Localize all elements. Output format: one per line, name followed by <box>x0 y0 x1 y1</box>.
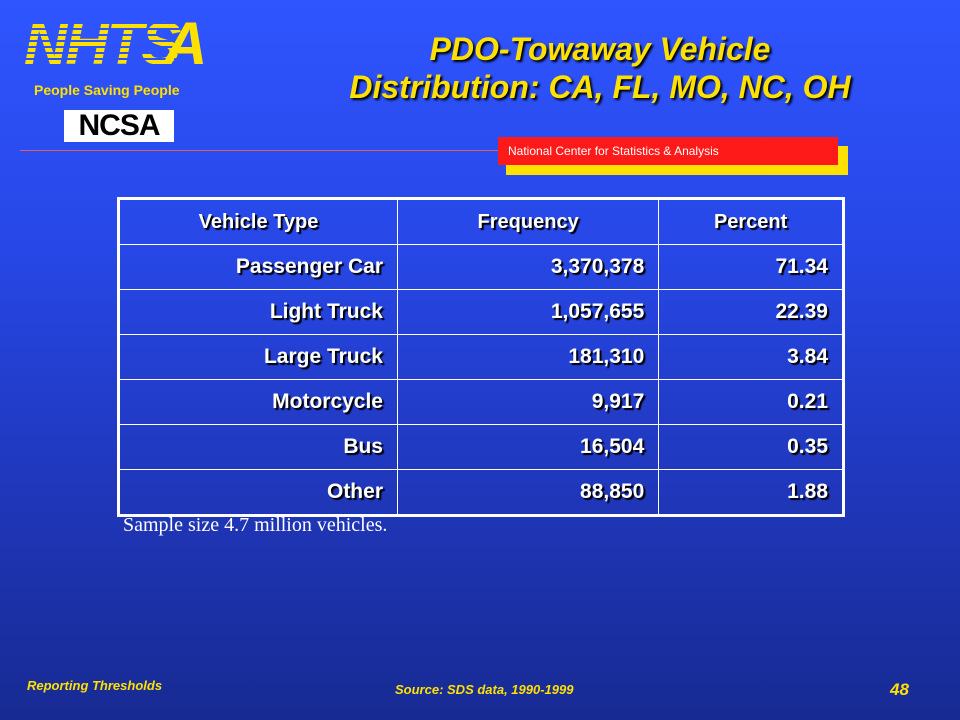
header-percent: Percent <box>658 198 844 245</box>
title-line-2: Distribution: CA, FL, MO, NC, OH <box>349 69 851 105</box>
divider-line <box>20 150 500 151</box>
svg-text:NHTS: NHTS <box>24 12 181 72</box>
logo-tagline: People Saving People <box>34 82 180 98</box>
table-row: Passenger Car 3,370,378 71.34 <box>118 244 844 290</box>
sample-size-note: Sample size 4.7 million vehicles. <box>123 514 388 536</box>
title-line-1: PDO-Towaway Vehicle <box>429 31 771 67</box>
vehicle-distribution-table: Vehicle Type Frequency Percent Passenger… <box>117 197 845 517</box>
table-header-row: Vehicle Type Frequency Percent <box>118 198 844 245</box>
ncsa-banner: National Center for Statistics & Analysi… <box>498 137 838 165</box>
table-row: Light Truck 1,057,655 22.39 <box>118 289 844 335</box>
cell-percent: 3.84 <box>658 334 844 380</box>
cell-vehicle-type: Light Truck <box>118 289 398 335</box>
cell-percent: 0.35 <box>658 424 844 470</box>
cell-frequency: 88,850 <box>396 469 660 516</box>
table-row: Large Truck 181,310 3.84 <box>118 334 844 380</box>
table-row: Motorcycle 9,917 0.21 <box>118 379 844 425</box>
cell-frequency: 3,370,378 <box>396 244 660 290</box>
cell-percent: 1.88 <box>658 469 844 516</box>
cell-percent: 71.34 <box>658 244 844 290</box>
footer-source: Source: SDS data, 1990-1999 <box>395 682 574 697</box>
ncsa-logo: NCSA <box>64 110 174 142</box>
cell-vehicle-type: Large Truck <box>118 334 398 380</box>
cell-percent: 22.39 <box>658 289 844 335</box>
cell-vehicle-type: Passenger Car <box>118 244 398 290</box>
cell-vehicle-type: Bus <box>118 424 398 470</box>
page-number: 48 <box>890 680 909 699</box>
cell-frequency: 181,310 <box>396 334 660 380</box>
cell-frequency: 9,917 <box>396 379 660 425</box>
slide-title: PDO-Towaway Vehicle Distribution: CA, FL… <box>250 30 950 106</box>
cell-percent: 0.21 <box>658 379 844 425</box>
header-frequency: Frequency <box>396 198 660 245</box>
cell-vehicle-type: Other <box>118 469 398 516</box>
cell-frequency: 1,057,655 <box>396 289 660 335</box>
nhtsa-logo: NHTS A <box>24 12 207 72</box>
cell-vehicle-type: Motorcycle <box>118 379 398 425</box>
table-row: Other 88,850 1.88 <box>118 469 844 516</box>
cell-frequency: 16,504 <box>396 424 660 470</box>
footer-section-title: Reporting Thresholds <box>27 678 163 693</box>
svg-text:A: A <box>162 12 207 72</box>
table-row: Bus 16,504 0.35 <box>118 424 844 470</box>
header-vehicle-type: Vehicle Type <box>118 198 398 245</box>
